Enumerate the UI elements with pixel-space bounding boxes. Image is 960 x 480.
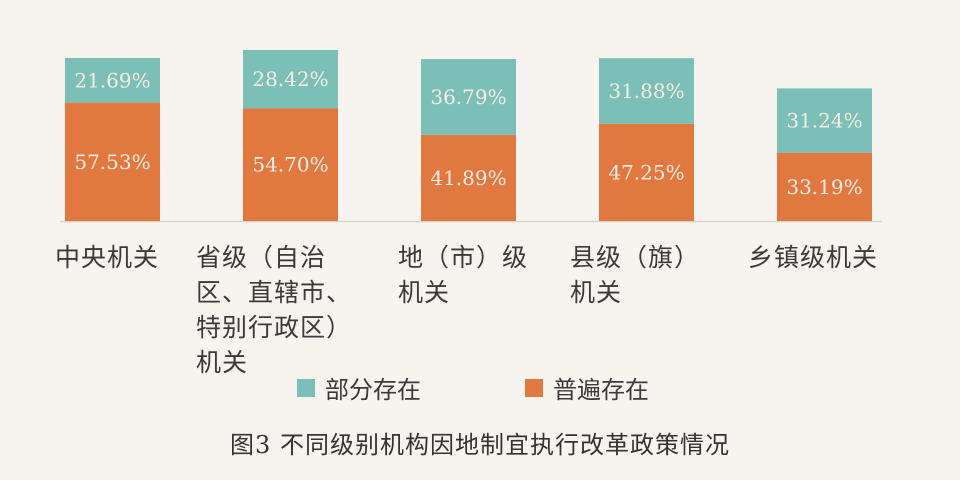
data-label: 33.19%: [786, 175, 862, 199]
legend-swatch-widespread: [525, 378, 543, 397]
bar-segment-partial: [243, 49, 338, 109]
legend-label-partial: 部分存在: [325, 376, 421, 404]
bar-segment-partial: [599, 58, 694, 124]
category-label-provincial: 省级（自治区、直辖市、特别行政区）机关: [196, 243, 353, 377]
category-label-township: 乡镇级机关: [748, 243, 879, 272]
data-label: 41.89%: [430, 166, 506, 190]
bar-segment-widespread: [777, 152, 872, 221]
data-label: 57.53%: [74, 150, 150, 174]
data-label: 31.88%: [608, 79, 684, 103]
category-label-county: 县级（旗）机关: [570, 243, 701, 307]
data-label: 36.79%: [430, 85, 506, 109]
bar-segment-widespread: [599, 123, 694, 221]
bar-segment-partial: [421, 59, 516, 135]
bar-segment-widespread: [65, 102, 160, 221]
bar-segment-partial: [777, 88, 872, 153]
legend-swatch-partial: [297, 378, 315, 397]
data-label: 54.70%: [252, 153, 328, 177]
legend-label-widespread: 普遍存在: [553, 376, 649, 404]
legend-item-widespread: 普遍存在: [525, 370, 649, 405]
chart-caption: 图3 不同级别机构因地制宜执行改革政策情况: [230, 431, 730, 459]
data-label: 28.42%: [252, 67, 328, 91]
category-label-central: 中央机关: [55, 243, 160, 272]
stacked-bar-chart: 57.53% 21.69% 54.70% 28.42% 41.89% 36.79% 47.2…: [60, 49, 882, 223]
bar-segment-widespread: [421, 134, 516, 221]
category-label-prefecture: 地（市）级机关: [398, 243, 529, 307]
data-label: 31.24%: [786, 109, 862, 133]
data-label: 47.25%: [608, 160, 684, 184]
bar-segment-widespread: [243, 108, 338, 221]
legend-item-partial: 部分存在: [297, 370, 421, 405]
data-label: 21.69%: [74, 68, 150, 92]
bar-segment-partial: [65, 57, 160, 103]
